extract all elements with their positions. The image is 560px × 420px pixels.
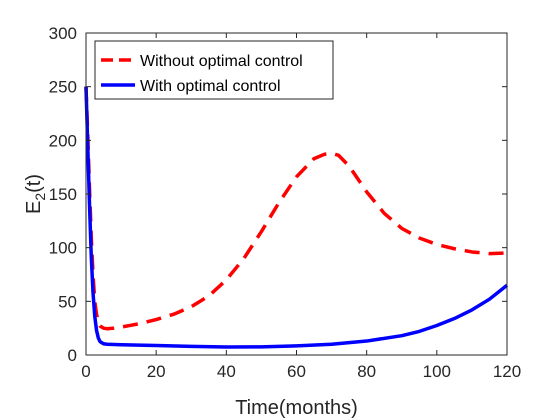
y-tick-label: 0	[68, 346, 77, 365]
series-line-without-optimal-control	[84, 86, 508, 331]
y-tick-label: 300	[49, 24, 77, 43]
x-tick-label: 60	[287, 362, 306, 381]
series-line-with-optimal-control	[84, 86, 509, 349]
ticks-layer: 0 20 40 60 80 100 120 0 50 100 150 200 250 300	[49, 24, 522, 381]
legend-box	[94, 40, 334, 100]
y-tick-label: 100	[49, 239, 77, 258]
legend-label-without-optimal-control: Without optimal control	[140, 53, 303, 70]
y-axis-label-main: E	[23, 201, 45, 214]
y-axis-label: E2(t)	[23, 174, 48, 214]
y-axis-label-subscript: 2	[32, 193, 48, 201]
y-axis-label-tail: (t)	[23, 174, 45, 193]
y-tick-label: 200	[49, 131, 77, 150]
x-tick-label: 80	[357, 362, 376, 381]
x-axis-label: Time(months)	[235, 397, 358, 419]
x-tick-label: 100	[423, 362, 451, 381]
y-tick-label: 150	[49, 185, 77, 204]
x-tick-label: 40	[217, 362, 236, 381]
legend: Without optimal control With optimal con…	[94, 40, 334, 100]
y-tick-label: 250	[49, 78, 77, 97]
x-tick-label: 120	[493, 362, 521, 381]
x-tick-label: 0	[81, 362, 90, 381]
x-tick-label: 20	[147, 362, 166, 381]
series-layer	[84, 86, 509, 349]
legend-label-with-optimal-control: With optimal control	[140, 78, 281, 95]
y-tick-label: 50	[58, 292, 77, 311]
svg-text:E2(t): E2(t)	[23, 174, 48, 214]
